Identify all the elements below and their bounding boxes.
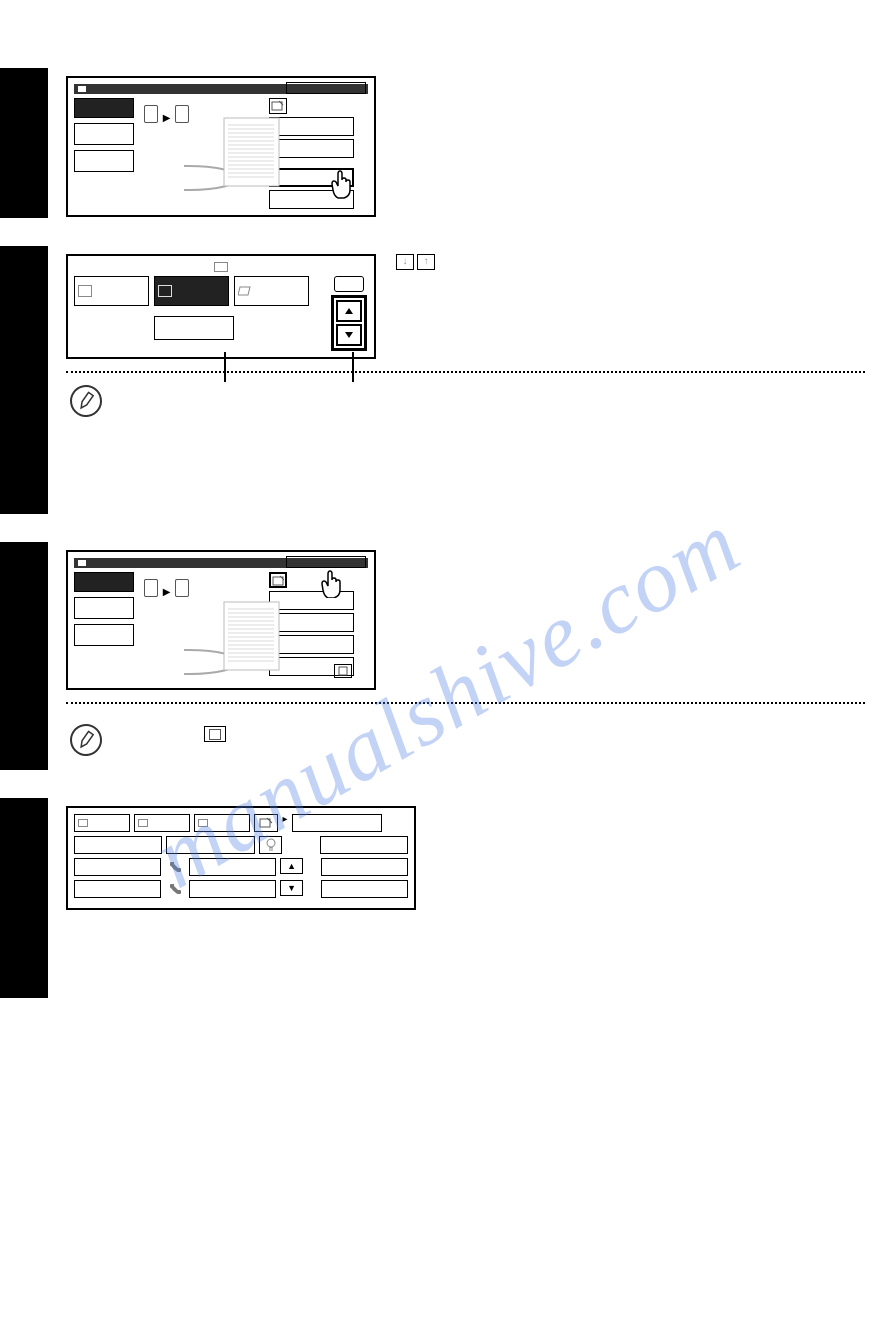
step-number-bar — [0, 542, 48, 770]
lightbulb-icon[interactable] — [259, 836, 283, 854]
page-illustration — [184, 597, 284, 682]
page-illustration — [184, 113, 284, 198]
right-field-4[interactable] — [321, 880, 408, 898]
tab-option-3[interactable] — [74, 624, 134, 646]
note-pencil-icon — [67, 382, 104, 419]
copy-panel-1: ▶ — [66, 76, 376, 217]
panel-status-box — [286, 82, 366, 94]
step-number-bar — [0, 68, 48, 218]
scroll-down-button[interactable] — [336, 324, 362, 346]
right-field-3[interactable] — [321, 858, 408, 876]
dotted-divider — [66, 702, 865, 704]
down-arrow-icon: ↓ — [396, 254, 414, 270]
scroll-up-button[interactable] — [336, 300, 362, 322]
step-number-bar — [0, 798, 48, 998]
large-button[interactable] — [154, 316, 234, 340]
small-icon-button[interactable] — [269, 572, 287, 588]
panel-top-icon — [214, 262, 228, 272]
mode-option-3[interactable] — [234, 276, 309, 306]
phone-icon — [165, 858, 184, 876]
hand-cursor-icon — [328, 170, 356, 200]
up-arrow-icon: ↑ — [417, 254, 435, 270]
right-field-1[interactable] — [292, 814, 382, 832]
doc-arrow-illustration: ▶ — [144, 103, 189, 124]
tab-2[interactable] — [134, 814, 190, 832]
mode-option-1[interactable] — [74, 276, 149, 306]
mode-option-2-selected[interactable] — [154, 276, 229, 306]
doc-arrow-illustration: ▶ — [144, 577, 189, 598]
copy-panel-3: ▶ — [66, 550, 376, 690]
dotted-divider — [66, 371, 865, 373]
phone-icon — [165, 880, 184, 898]
small-send-icon[interactable] — [254, 814, 278, 832]
list-cell-5[interactable] — [74, 880, 161, 898]
callout-stem-1 — [224, 352, 226, 382]
bottom-small-icon[interactable] — [334, 664, 352, 678]
step-block-4: ▸ ▲ — [0, 798, 893, 998]
tab-option-2[interactable] — [74, 123, 134, 145]
note-pencil-icon — [67, 721, 104, 758]
list-cell-3[interactable] — [74, 858, 161, 876]
list-cell-6[interactable] — [189, 880, 276, 898]
tab-1[interactable] — [74, 814, 130, 832]
step-block-1: ▶ — [0, 68, 893, 218]
tab-3[interactable] — [194, 814, 250, 832]
tab-option-2[interactable] — [74, 597, 134, 619]
scroll-down[interactable]: ▼ — [280, 880, 303, 896]
scroll-circle-group — [331, 295, 367, 351]
list-cell-2[interactable] — [166, 836, 254, 854]
callout-stem-2 — [352, 352, 354, 382]
instruction-text-area: ↓ ↑ — [376, 254, 865, 359]
small-icon-button[interactable] — [269, 98, 287, 114]
panel-status-box — [286, 556, 366, 568]
hand-cursor-icon — [318, 570, 346, 598]
list-cell-4[interactable] — [189, 858, 276, 876]
side-button[interactable] — [334, 276, 364, 292]
inline-page-icon — [204, 726, 226, 742]
mode-panel — [66, 254, 376, 359]
right-field-2[interactable] — [320, 836, 408, 854]
scroll-up[interactable]: ▲ — [280, 858, 303, 874]
tab-selected[interactable] — [74, 98, 134, 118]
tab-option-3[interactable] — [74, 150, 134, 172]
step-number-bar — [0, 246, 48, 514]
list-cell-1[interactable] — [74, 836, 162, 854]
step-block-2: ↓ ↑ — [0, 246, 893, 514]
tab-selected[interactable] — [74, 572, 134, 592]
step-block-3: ▶ — [0, 542, 893, 770]
expand-arrow-icon: ▸ — [282, 814, 288, 832]
address-book-panel: ▸ ▲ — [66, 806, 416, 910]
